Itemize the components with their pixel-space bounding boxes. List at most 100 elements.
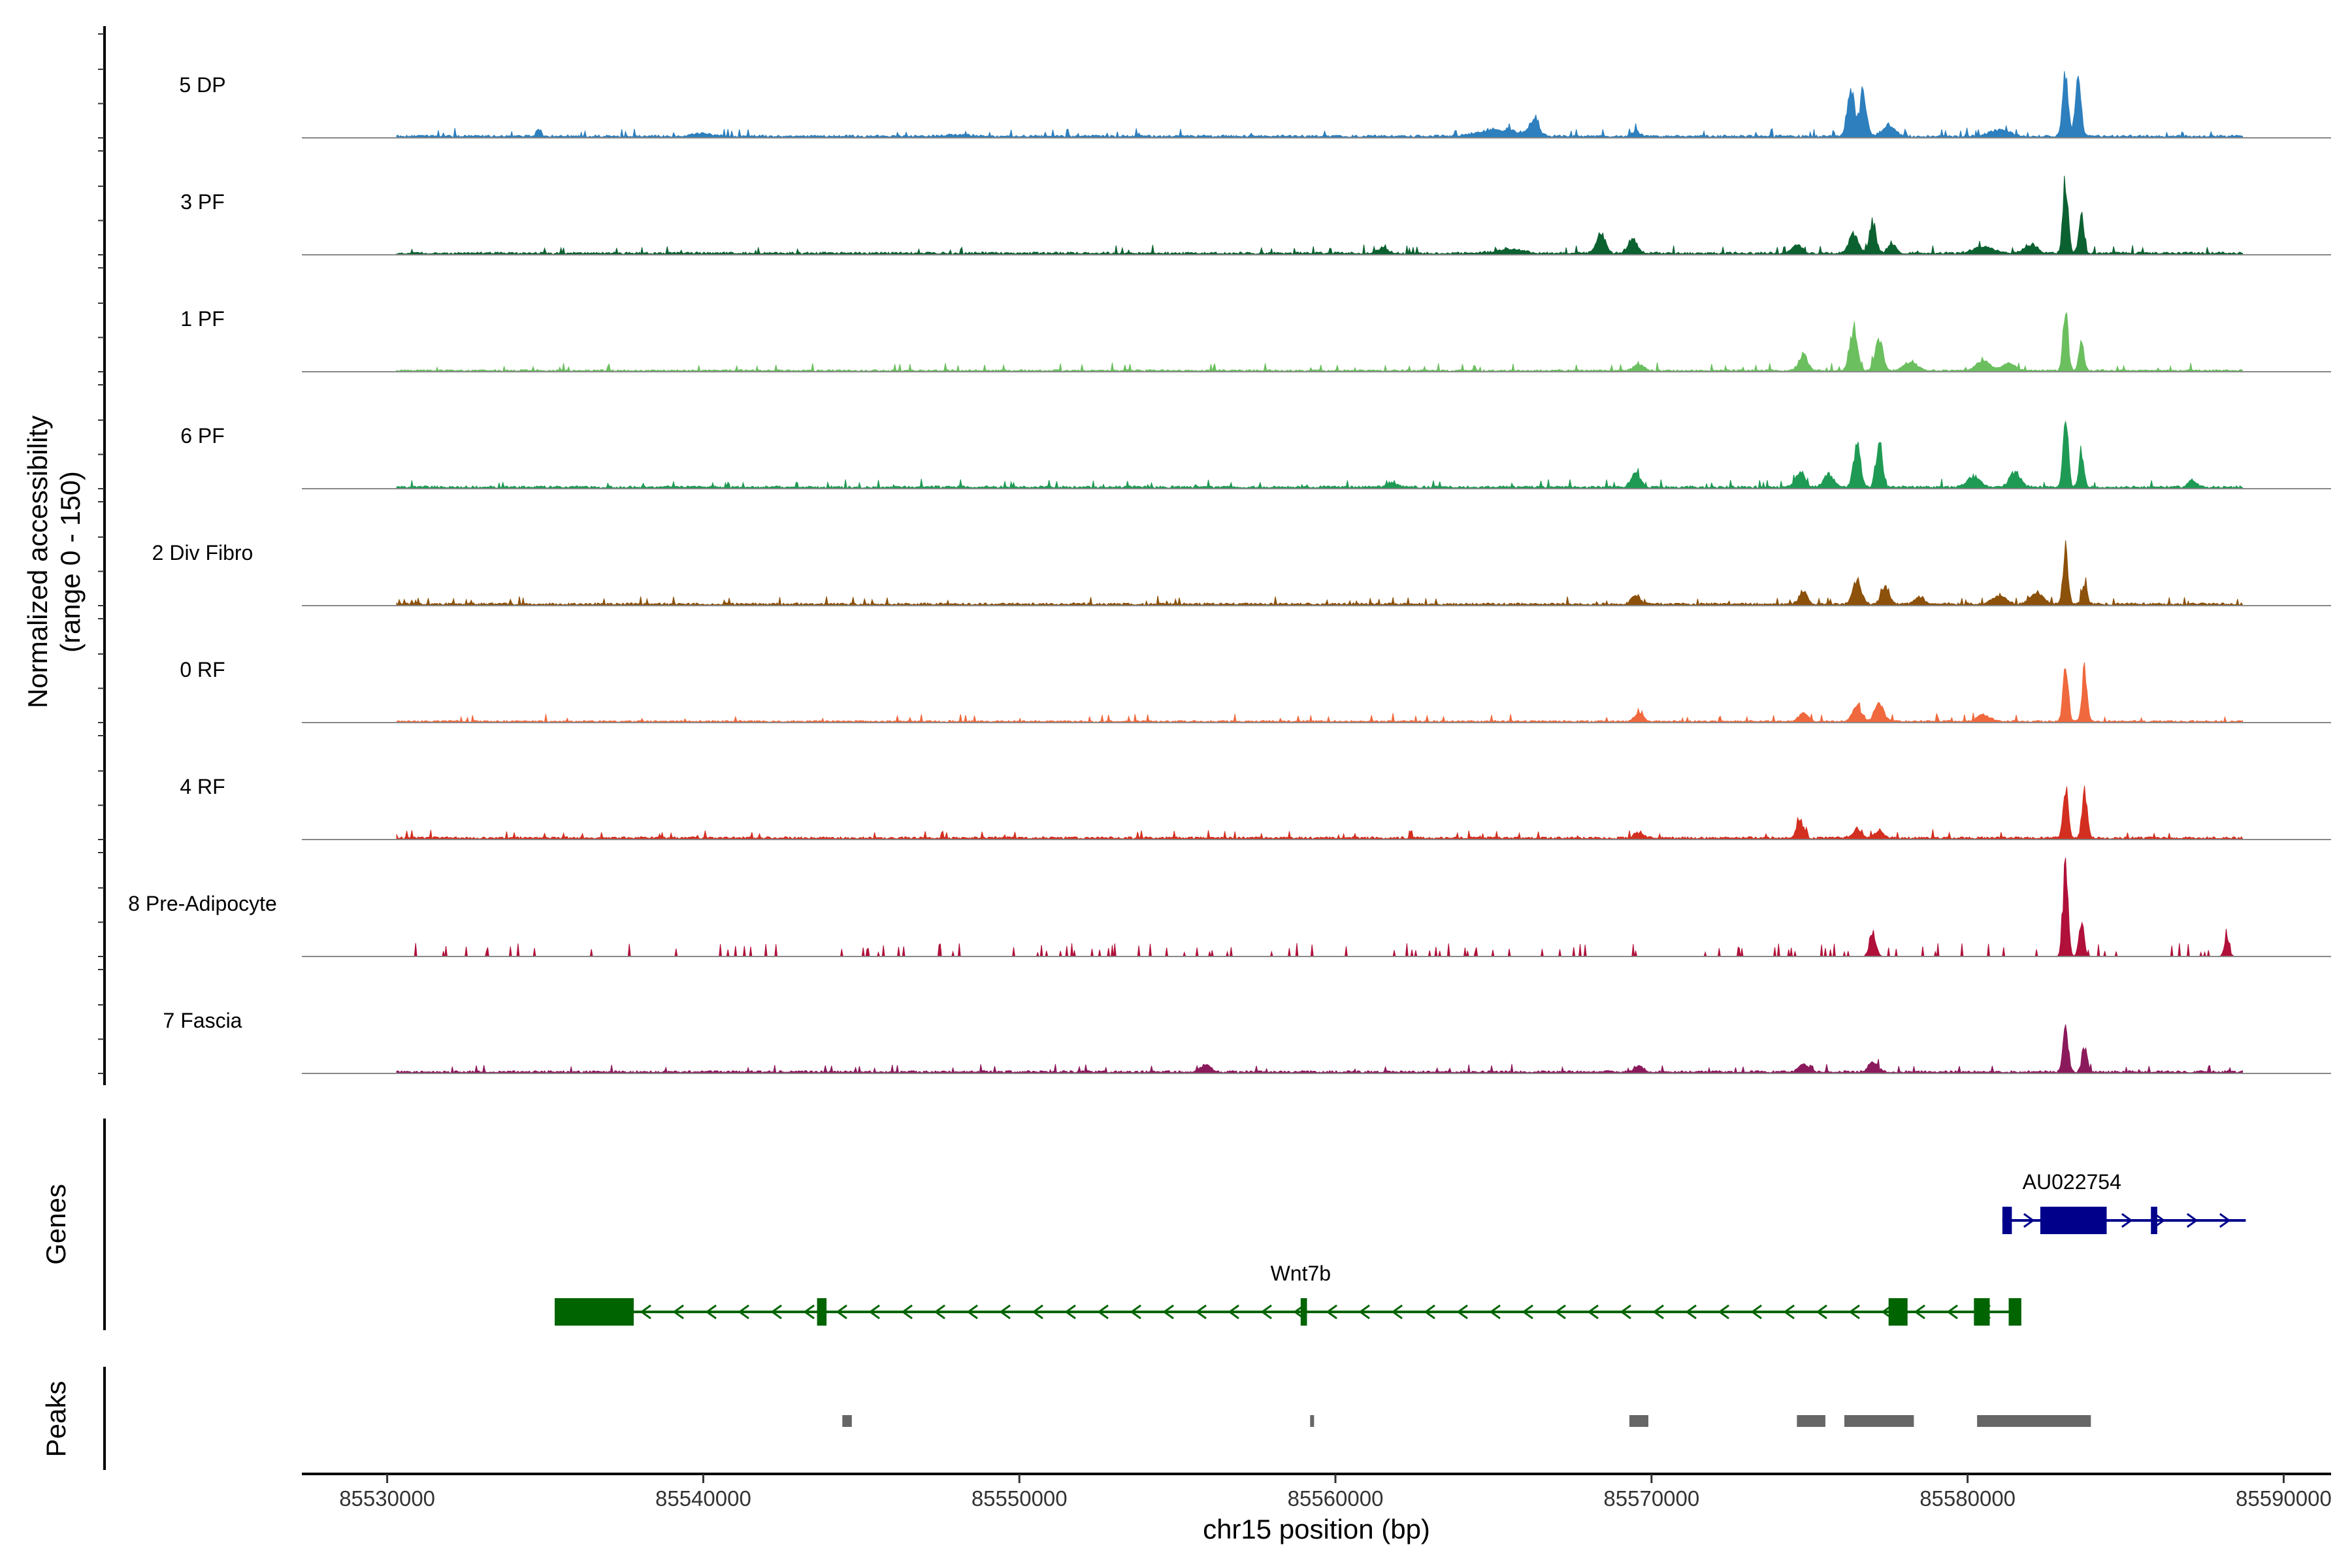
track-1-pf: 1 PF [180,307,2331,372]
x-tick-label: 85570000 [1603,1486,1699,1511]
track-label: 4 RF [180,775,225,798]
strand-arrow [1914,1304,1925,1320]
strand-arrow [999,1304,1011,1320]
strand-arrow [1489,1304,1501,1320]
strand-arrow [1587,1304,1599,1320]
track-3-pf: 3 PF [180,176,2331,256]
genes-panel: AU022754 Wnt7b [555,1170,2246,1326]
strand-arrow [2219,1213,2231,1228]
strand-arrow [738,1304,749,1320]
track-6-pf: 6 PF [180,421,2331,489]
gene-wnt7b: Wnt7b [555,1262,2021,1326]
track-label: 1 PF [180,307,225,331]
track-7-fascia: 7 Fascia [163,1009,2331,1074]
peak-region [842,1415,852,1427]
coverage-tracks: 5 DP 3 PF 1 PF 6 PF 2 Div Fibro 0 RF 4 RF 8 Pre… [128,71,2331,1074]
track-2-div-fibro: 2 Div Fibro [152,540,2331,606]
coverage-area [396,176,2243,256]
x-tick-label: 85540000 [655,1486,751,1511]
strand-arrow [1195,1304,1207,1320]
strand-arrow [1424,1304,1435,1320]
coverage-area [396,1024,2243,1074]
strand-arrow [1032,1304,1043,1320]
strand-arrow [2186,1213,2198,1228]
gene-exon [817,1298,827,1326]
strand-arrow [803,1304,815,1320]
coverage-area [396,662,2243,723]
track-label: 3 PF [180,190,225,214]
x-tick-label: 85580000 [1919,1486,2016,1511]
coverage-area [396,540,2243,606]
strand-arrow [1848,1304,1860,1320]
gene-label: Wnt7b [1271,1262,1331,1285]
strand-arrow [1783,1304,1795,1320]
track-8-pre-adipocyte: 8 Pre-Adipocyte [128,857,2331,957]
gene-exon [555,1298,634,1326]
y-axis-title-line1: Normalized accessibility [22,416,53,708]
gene-exon [2040,1207,2107,1234]
track-0-rf: 0 RF [180,658,2331,723]
strand-arrow [1718,1304,1729,1320]
coverage-area [396,312,2243,372]
strand-arrow [1685,1304,1697,1320]
strand-arrow [1228,1304,1239,1320]
coverage-y-axis [98,26,106,1085]
strand-arrow [1750,1304,1762,1320]
gene-exon [1888,1298,1908,1326]
track-label: 2 Div Fibro [152,541,253,564]
track-label: 0 RF [180,658,225,681]
gene-exon [1974,1298,1990,1326]
x-tick-label: 85560000 [1288,1486,1384,1511]
strand-arrow [1260,1304,1272,1320]
coverage-area [396,421,2243,489]
strand-arrow [1326,1304,1337,1320]
strand-arrow [1816,1304,1827,1320]
strand-arrow [1652,1304,1664,1320]
gene-exon [2008,1298,2021,1326]
coverage-area [397,857,2243,957]
strand-arrow [1456,1304,1468,1320]
strand-arrow [1946,1304,1958,1320]
x-tick-label: 85550000 [972,1486,1068,1511]
peaks-panel-title: Peaks [41,1381,71,1458]
strand-arrow [2121,1213,2133,1228]
x-tick-label: 85530000 [339,1486,435,1511]
track-label: 5 DP [179,73,225,97]
x-axis: 85530000 85540000 85550000 85560000 85570000… [302,1473,2332,1511]
strand-arrow [2023,1213,2035,1228]
coverage-area [396,785,2243,840]
strand-arrow [966,1304,978,1320]
peak-region [1977,1415,2091,1427]
peak-region [1629,1415,1648,1427]
strand-arrow [770,1304,782,1320]
track-4-rf: 4 RF [180,775,2331,840]
strand-arrow [705,1304,717,1320]
coverage-area [396,71,2243,139]
gene-label: AU022754 [2023,1170,2121,1194]
strand-arrow [1358,1304,1370,1320]
strand-arrow [1064,1304,1076,1320]
strand-arrow [868,1304,880,1320]
peak-region [1310,1415,1315,1427]
strand-arrow [1097,1304,1109,1320]
strand-arrow [640,1304,651,1320]
strand-arrow [901,1304,913,1320]
strand-arrow [1162,1304,1174,1320]
track-label: 8 Pre-Adipocyte [128,892,277,915]
strand-arrow [934,1304,945,1320]
strand-arrow [1130,1304,1141,1320]
track-5-dp: 5 DP [179,71,2331,139]
strand-arrow [1554,1304,1566,1320]
x-axis-title: chr15 position (bp) [1203,1514,1430,1544]
gene-exon [2002,1207,2012,1234]
strand-arrow [836,1304,847,1320]
gene-exon [2151,1207,2157,1234]
track-label: 6 PF [180,424,225,448]
track-label: 7 Fascia [163,1009,242,1032]
strand-arrow [1391,1304,1403,1320]
gene-au022754: AU022754 [2002,1170,2246,1234]
x-tick-label: 85590000 [2236,1486,2332,1511]
strand-arrow [1620,1304,1631,1320]
peak-region [1844,1415,1914,1427]
